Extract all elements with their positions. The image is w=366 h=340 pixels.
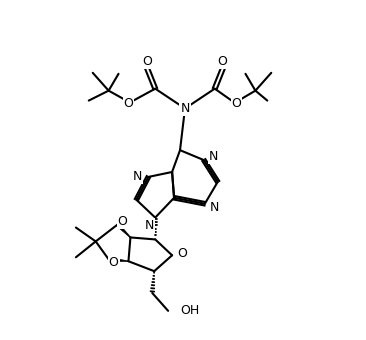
- Text: N: N: [145, 219, 154, 232]
- Text: O: O: [117, 215, 127, 228]
- Polygon shape: [108, 257, 128, 261]
- Text: N: N: [180, 102, 190, 115]
- Text: O: O: [142, 55, 152, 68]
- Text: O: O: [232, 97, 242, 110]
- Text: N: N: [209, 150, 219, 163]
- Text: O: O: [123, 97, 133, 110]
- Text: OH: OH: [180, 304, 199, 317]
- Text: O: O: [177, 247, 187, 260]
- Text: O: O: [218, 55, 228, 68]
- Text: O: O: [109, 256, 119, 269]
- Text: N: N: [133, 170, 142, 184]
- Text: N: N: [210, 201, 220, 214]
- Polygon shape: [116, 223, 131, 238]
